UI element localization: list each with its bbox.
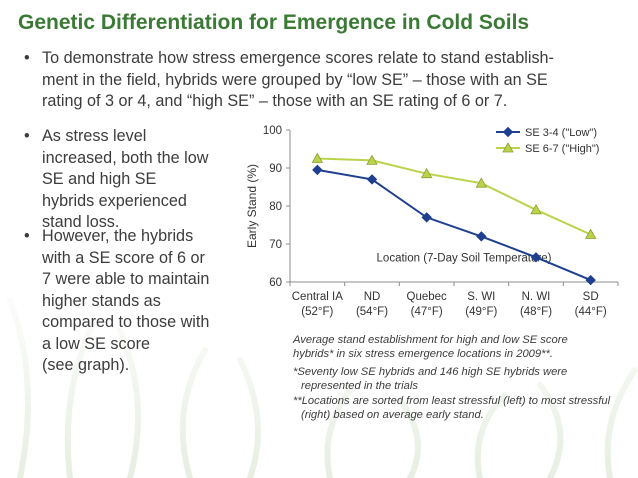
y-axis-label: Early Stand (%) xyxy=(245,164,259,248)
data-point-high xyxy=(584,228,597,239)
legend-marker xyxy=(502,142,514,153)
bullet-3-line: (see graph). xyxy=(42,356,130,374)
series-line-low xyxy=(317,168,592,282)
legend-label: SE 3-4 ("Low") xyxy=(525,127,597,139)
y-tick-label: 100 xyxy=(263,125,282,137)
bullet-3-line: higher stands as xyxy=(42,291,161,310)
x-tick-label: N. WI xyxy=(522,291,551,303)
bullet-3-line: with a SE score of 6 or xyxy=(42,248,205,267)
bullet-1-line: rating of 3 or 4, and “high SE” – those … xyxy=(42,92,508,110)
caption-line: hybrids* in six stress emergence locatio… xyxy=(293,347,553,360)
x-tick-sublabel: (49°F) xyxy=(465,306,497,318)
x-tick-sublabel: (44°F) xyxy=(575,306,607,318)
bullet-glyph: • xyxy=(24,49,30,67)
legend-marker xyxy=(502,126,514,138)
data-point-low xyxy=(530,252,542,263)
chart-footnote-1: *Seventy low SE hybrids and 146 high SE … xyxy=(293,366,623,393)
x-tick-label: SD xyxy=(583,291,599,303)
y-tick-label: 70 xyxy=(269,239,282,251)
x-tick-sublabel: (54°F) xyxy=(356,306,388,318)
legend-label: SE 6-7 ("High") xyxy=(525,143,599,155)
footnote-line: *Seventy low SE hybrids and 146 high SE … xyxy=(293,366,568,378)
data-point-low xyxy=(312,164,323,176)
bullet-3: • However, the hybrids with a SE score o… xyxy=(24,226,252,377)
x-tick-sublabel: (48°F) xyxy=(520,306,552,318)
data-point-high xyxy=(475,177,488,188)
y-tick-label: 90 xyxy=(269,163,282,175)
slide-title: Genetic Differentiation for Emergence in… xyxy=(18,11,530,34)
caption-line: Average stand establishment for high and… xyxy=(293,334,568,346)
x-tick-label: S. WI xyxy=(467,291,495,303)
x-tick-label: Central IA xyxy=(292,291,343,303)
data-point-high xyxy=(420,167,433,179)
data-point-high xyxy=(311,152,324,163)
bullet-2-line: stand loss. xyxy=(42,213,120,231)
x-tick-label: ND xyxy=(364,291,381,303)
chart-annotation: Location (7-Day Soil Temperature) xyxy=(377,252,552,264)
bullet-2-line: SE and high SE xyxy=(42,170,157,188)
bullet-2: • As stress level increased, both the lo… xyxy=(24,126,252,234)
y-tick-label: 80 xyxy=(269,201,282,213)
bullet-3-line: a low SE score xyxy=(42,334,150,353)
x-tick-sublabel: (52°F) xyxy=(301,306,333,318)
x-tick-sublabel: (47°F) xyxy=(411,306,443,318)
data-point-low xyxy=(366,174,378,185)
x-tick-label: Quebec xyxy=(407,291,448,303)
footnote-line: represented in the trials xyxy=(301,379,418,392)
chart-footnote-2: **Locations are sorted from least stress… xyxy=(293,395,623,422)
bullet-3-line: 7 were able to maintain xyxy=(42,270,210,288)
series-line-high xyxy=(317,157,592,236)
bullet-glyph: • xyxy=(24,127,30,145)
bullet-1-line: ment in the field, hybrids were grouped … xyxy=(42,70,548,89)
chart-caption: Average stand establishment for high and… xyxy=(293,334,623,361)
bullet-2-line: As stress level xyxy=(42,127,147,145)
bullet-3-line: However, the hybrids xyxy=(42,227,194,245)
bullet-3-line: compared to those with xyxy=(42,313,210,331)
bullet-2-line: hybrids experienced xyxy=(42,191,187,210)
footnote-line: **Locations are sorted from least stress… xyxy=(293,395,611,407)
bullet-1: • To demonstrate how stress emergence sc… xyxy=(24,48,617,113)
footnote-line: (right) based on average early stand. xyxy=(301,408,484,421)
bullet-2-line: increased, both the low xyxy=(42,148,209,167)
stand-chart: 60 70 80 90 100 Central IA (52°F) ND (54°F) Quebe… xyxy=(245,125,619,318)
data-point-low xyxy=(421,212,432,223)
data-point-high xyxy=(366,154,378,165)
bullet-1-line: To demonstrate how stress emergence scor… xyxy=(42,49,554,67)
bullet-glyph: • xyxy=(24,227,30,245)
y-tick-label: 60 xyxy=(269,277,282,289)
data-point-high xyxy=(530,203,542,215)
data-point-low xyxy=(476,231,487,242)
data-point-low xyxy=(585,274,596,286)
